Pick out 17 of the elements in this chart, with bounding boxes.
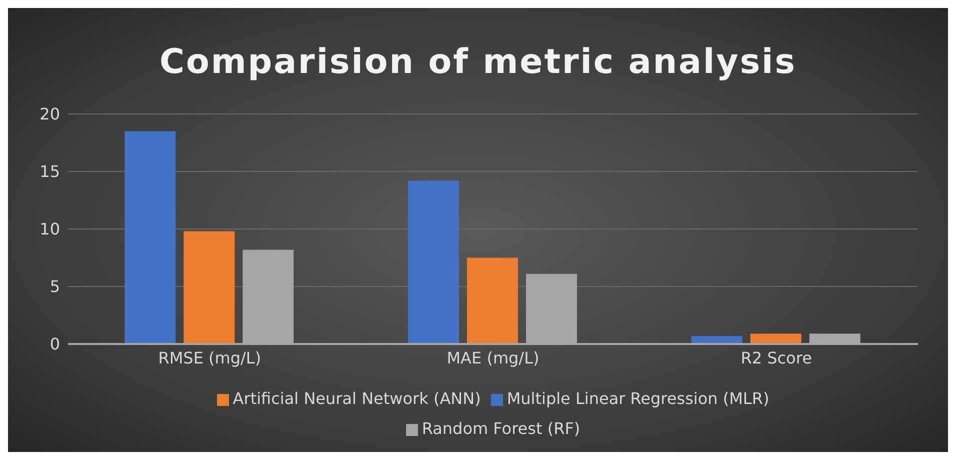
x-tick-label: RMSE (mg/L) [158,348,262,368]
bar [408,180,459,344]
bar [750,334,802,344]
legend-label: Multiple Linear Regression (MLR) [506,389,770,408]
y-tick-label: 15 [40,162,60,182]
bar [184,231,235,344]
legend-label: Artificial Neural Network (ANN) [232,389,481,408]
legend-label: Random Forest (RF) [422,419,580,438]
x-tick-label: R2 Score [740,348,812,368]
chart-title: Comparision of metric analysis [158,42,798,82]
y-tick-label: 10 [40,220,60,239]
y-tick-label: 20 [40,104,60,124]
y-tick-label: 5 [50,277,60,296]
bar [124,131,176,344]
y-tick-label: 0 [50,334,60,354]
x-tick-label: MAE (mg/L) [446,348,540,368]
bar [467,258,518,344]
